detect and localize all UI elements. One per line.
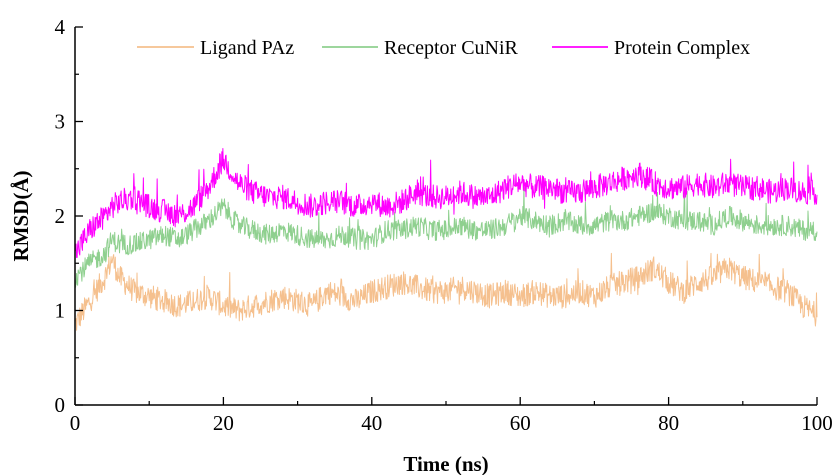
series-line-protein-complex: [74, 148, 818, 258]
y-tick-label: 3: [55, 110, 66, 134]
x-tick-label: 60: [510, 411, 531, 435]
y-tick-label: 0: [55, 393, 66, 417]
axes-layer: 0 20 40 60 80 100 0 1 2 3 4: [55, 15, 833, 435]
y-tick-label: 1: [55, 299, 66, 323]
legend: Ligand PAz Receptor CuNiR Protein Complex: [137, 37, 750, 59]
x-tick-label: 40: [361, 411, 382, 435]
series-layer: [74, 148, 818, 331]
x-tick-label: 80: [658, 411, 679, 435]
y-axis-title: RMSD(Å): [9, 171, 33, 262]
legend-label-ligand-paz: Ligand PAz: [200, 37, 294, 59]
y-tick-label: 2: [55, 204, 66, 228]
legend-label-receptor-cunir: Receptor CuNiR: [384, 37, 519, 59]
series-line-ligand-paz: [74, 252, 818, 331]
x-tick-label: 20: [213, 411, 234, 435]
x-tick-label: 100: [801, 411, 833, 435]
x-tick-label: 0: [70, 411, 81, 435]
legend-label-protein-complex: Protein Complex: [614, 37, 750, 59]
y-tick-label: 4: [55, 15, 66, 39]
x-axis-title: Time (ns): [403, 452, 488, 475]
series-line-receptor-cunir: [74, 187, 818, 288]
